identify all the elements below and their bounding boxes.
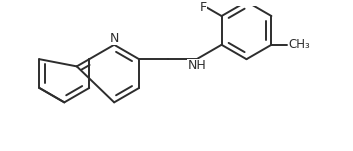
Text: F: F	[199, 1, 207, 14]
Text: CH₃: CH₃	[289, 38, 310, 51]
Text: N: N	[109, 32, 119, 45]
Text: NH: NH	[187, 59, 206, 72]
